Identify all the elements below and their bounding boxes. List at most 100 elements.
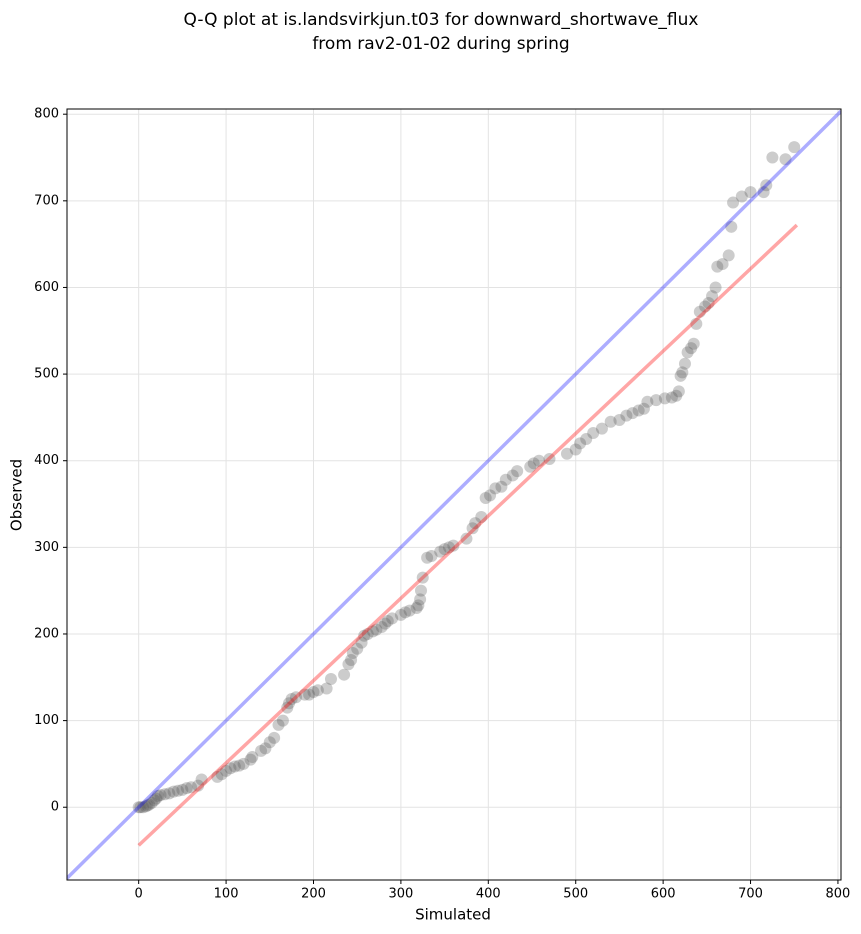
x-tick-label: 100 — [214, 887, 239, 902]
x-tick-label: 0 — [135, 887, 143, 902]
reference-line — [67, 109, 841, 880]
point — [658, 392, 671, 405]
point — [255, 744, 268, 757]
point — [192, 779, 205, 792]
point — [215, 768, 228, 781]
point — [489, 482, 502, 495]
point — [711, 260, 724, 273]
point — [375, 621, 388, 634]
point — [415, 584, 428, 597]
point — [681, 346, 694, 359]
point — [727, 196, 740, 209]
y-tick-label: 100 — [34, 713, 59, 728]
point — [699, 300, 712, 313]
point — [386, 612, 399, 625]
point — [587, 426, 600, 439]
point — [338, 668, 351, 681]
point — [285, 692, 298, 705]
point — [511, 465, 524, 478]
reference-line — [137, 223, 799, 847]
y-tick-label: 400 — [34, 453, 59, 468]
point — [670, 389, 683, 402]
plot-area — [67, 109, 841, 880]
point — [414, 593, 427, 606]
plot-frame — [66, 108, 842, 881]
point — [366, 625, 379, 638]
point — [620, 409, 633, 422]
point — [466, 522, 479, 535]
point — [735, 190, 748, 203]
y-axis-label: Observed — [8, 459, 26, 531]
point — [527, 457, 540, 470]
point — [447, 539, 460, 552]
point — [346, 647, 359, 660]
y-tick-label: 300 — [34, 540, 59, 555]
point — [172, 784, 185, 797]
point — [685, 342, 698, 355]
x-tick-label: 400 — [476, 887, 501, 902]
point — [702, 297, 715, 310]
point — [434, 545, 447, 558]
point — [676, 366, 689, 379]
point — [145, 796, 158, 809]
y-tick-label: 600 — [34, 280, 59, 295]
point — [632, 404, 645, 417]
point — [766, 151, 779, 164]
point — [416, 571, 429, 584]
point — [475, 511, 488, 524]
point — [788, 141, 801, 154]
point — [569, 443, 582, 456]
point — [665, 391, 678, 404]
point — [345, 653, 358, 666]
point — [151, 789, 164, 802]
point — [355, 636, 368, 649]
point — [399, 606, 412, 619]
point — [709, 281, 722, 294]
point — [303, 688, 316, 701]
point — [272, 718, 285, 731]
point — [626, 407, 639, 420]
point — [722, 249, 735, 262]
point — [381, 614, 394, 627]
point — [706, 290, 719, 303]
point — [757, 186, 770, 199]
x-tick-label: 300 — [388, 887, 413, 902]
point — [394, 608, 407, 621]
y-tick-label: 700 — [34, 193, 59, 208]
x-tick-label: 500 — [563, 887, 588, 902]
point — [228, 760, 241, 773]
point — [403, 604, 416, 617]
point — [320, 682, 333, 695]
point — [259, 742, 272, 755]
y-tick-label: 200 — [34, 626, 59, 641]
point — [180, 782, 193, 795]
point — [154, 789, 167, 802]
x-tick-label: 700 — [738, 887, 763, 902]
point — [674, 369, 687, 382]
point — [134, 801, 147, 814]
point — [779, 153, 792, 166]
x-tick-label: 600 — [651, 887, 676, 902]
point — [604, 415, 617, 428]
point — [533, 454, 546, 467]
point — [237, 757, 250, 770]
point — [311, 684, 324, 697]
point — [574, 437, 587, 450]
point — [678, 357, 691, 370]
point — [410, 601, 423, 614]
point — [370, 623, 383, 636]
point — [524, 460, 537, 473]
point — [760, 179, 773, 192]
point — [672, 385, 685, 398]
chart-subtitle: from rav2-01-02 during spring — [312, 34, 569, 54]
point — [560, 447, 573, 460]
point — [167, 785, 180, 798]
point — [246, 750, 259, 763]
point — [358, 629, 371, 642]
point — [693, 305, 706, 318]
point — [361, 627, 374, 640]
point — [163, 787, 176, 800]
point — [324, 673, 337, 686]
point — [185, 781, 198, 794]
